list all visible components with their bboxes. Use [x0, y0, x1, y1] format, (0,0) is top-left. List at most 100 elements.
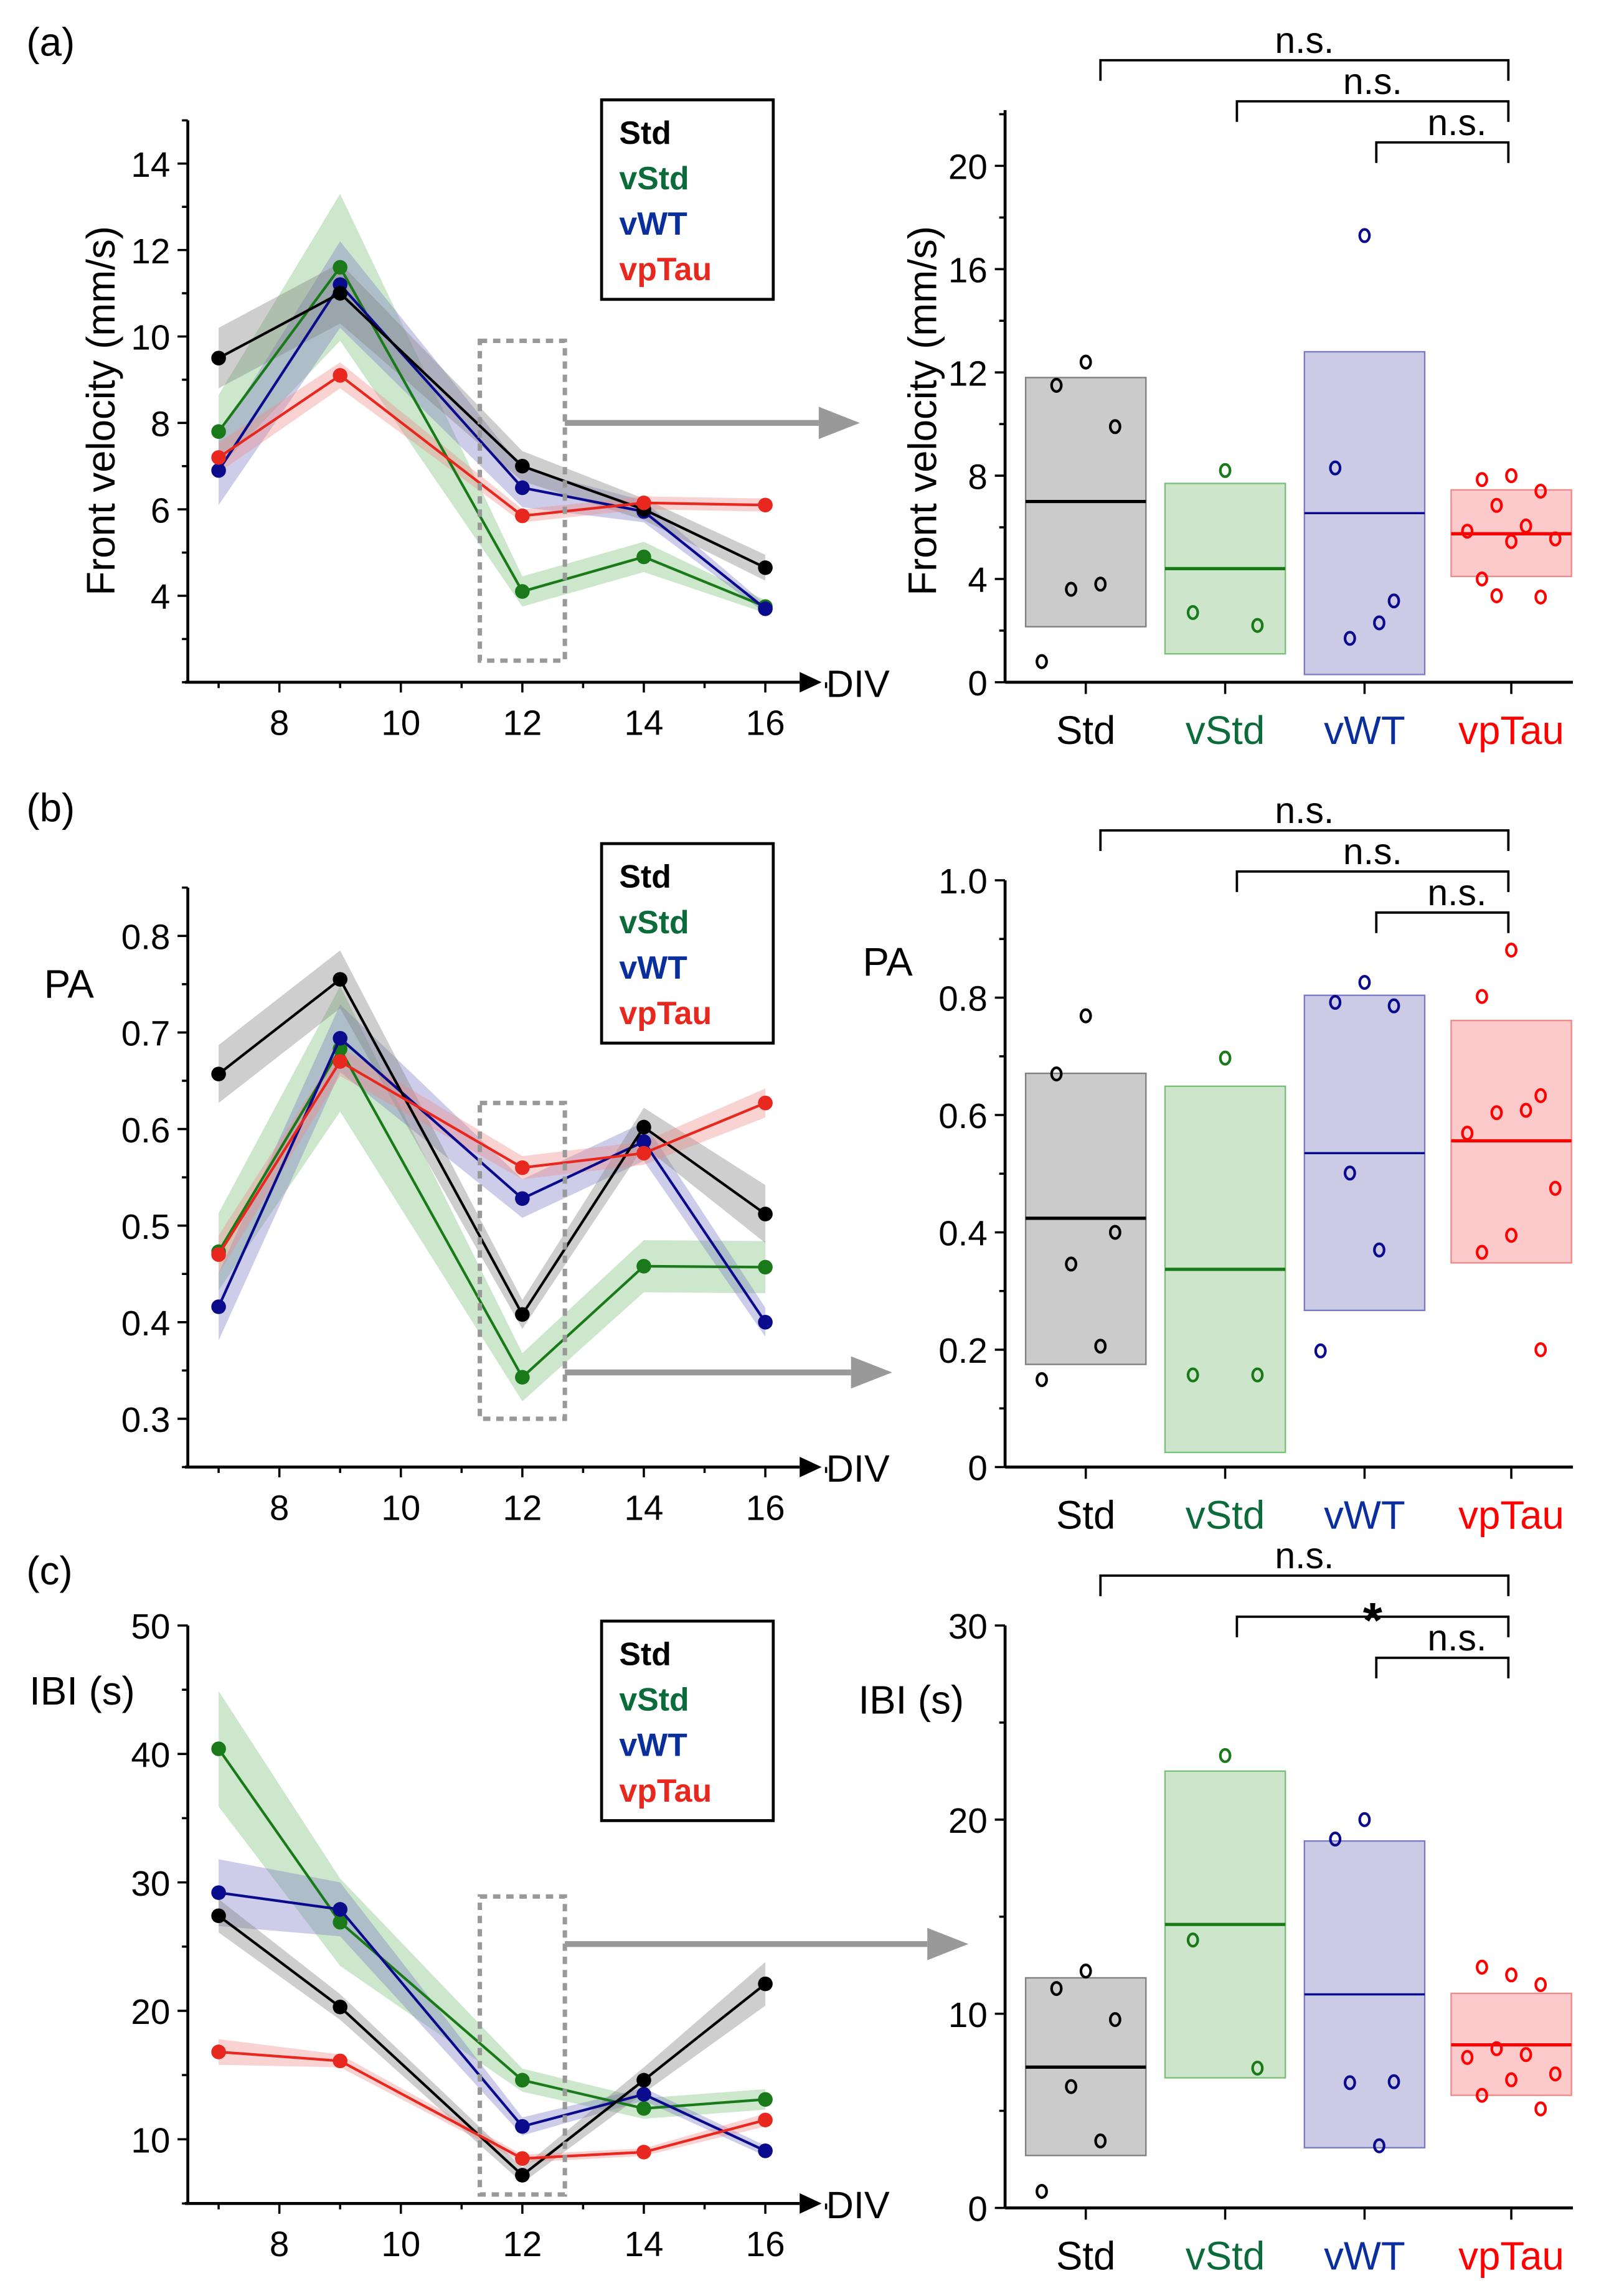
data-point-vptau — [1549, 2066, 1562, 2082]
error-band-vwt — [219, 241, 766, 613]
x-tick-label: 16 — [746, 2224, 785, 2264]
y-axis-label: Front velocity (mm/s) — [900, 226, 945, 596]
data-point-vstd — [1219, 1050, 1232, 1066]
data-point-vptau — [515, 508, 530, 524]
data-point-std — [1079, 1964, 1092, 1979]
dot-box-chart-c-right: 0 10 20 30 Std vStd vWT vpTau n.s. * n.s. IBI (s) — [858, 1536, 1574, 2278]
y-tick-label: 20 — [948, 1801, 988, 1840]
data-point-vptau — [1549, 1180, 1562, 1196]
data-point-vwt — [1358, 1812, 1371, 1827]
data-point-vptau — [1461, 1126, 1474, 1141]
data-point-vptau — [1505, 1967, 1517, 1983]
data-point-vstd — [636, 549, 651, 565]
data-point-std — [1036, 2183, 1048, 2199]
data-point-std — [1065, 2079, 1078, 2094]
y-tick-label: 12 — [131, 232, 170, 271]
data-point-std — [1036, 1372, 1048, 1388]
data-point-std — [758, 560, 773, 575]
data-point-vptau — [1505, 534, 1517, 549]
data-point-std — [211, 1066, 226, 1081]
y-tick-label: 0 — [968, 2190, 987, 2229]
x-tick-label: 16 — [746, 703, 785, 743]
significance-label: n.s. — [1427, 1618, 1486, 1658]
y-tick-label: 1.0 — [938, 862, 988, 901]
data-point-std — [1094, 2133, 1107, 2148]
data-point-vptau — [1534, 1977, 1547, 1992]
data-point-vstd — [333, 260, 347, 275]
data-point-vwt — [758, 2143, 773, 2158]
y-tick-label: 8 — [968, 457, 987, 496]
data-point-vwt — [1314, 1343, 1327, 1358]
category-label-vwt: vWT — [1324, 708, 1405, 753]
data-point-std — [1079, 354, 1092, 370]
x-tick-label: 10 — [381, 1488, 420, 1527]
data-point-vwt — [1387, 998, 1400, 1014]
significance-label: * — [1363, 1592, 1383, 1648]
highlight-box-div-12 — [478, 1101, 567, 1421]
error-band-vwt — [219, 1859, 766, 2157]
error-band-std — [219, 950, 766, 1329]
data-point-vstd — [515, 584, 530, 599]
data-point-vstd — [1251, 618, 1264, 633]
data-point-vptau — [1490, 588, 1503, 603]
significance-bracket — [1375, 1656, 1510, 1678]
data-point-vptau — [1534, 2101, 1547, 2117]
y-tick-label: 40 — [131, 1736, 170, 1775]
data-point-vstd — [1251, 2060, 1264, 2076]
category-label-vwt: vWT — [1324, 2234, 1405, 2278]
data-point-vptau — [1519, 518, 1532, 534]
data-point-vwt — [1358, 228, 1371, 243]
x-tick-label: 14 — [625, 703, 664, 743]
data-point-vptau — [1490, 2041, 1503, 2056]
legend-box — [600, 98, 775, 301]
data-point-std — [636, 1119, 651, 1135]
category-label-vptau: vpTau — [1458, 2234, 1564, 2278]
legend-item-vptau: vpTau — [619, 1772, 712, 1809]
x-tick-label: 12 — [503, 2224, 542, 2264]
data-point-vwt — [211, 1885, 226, 1900]
category-label-vstd: vStd — [1186, 2234, 1265, 2278]
data-point-std — [1079, 1008, 1092, 1023]
significance-bracket — [1235, 1615, 1510, 1637]
y-tick-label: 0 — [968, 664, 987, 703]
y-tick-label: 50 — [131, 1607, 170, 1646]
data-point-vstd — [636, 2101, 651, 2116]
data-point-vptau — [1549, 531, 1562, 547]
x-tick-label: 10 — [381, 703, 420, 743]
y-tick-label: 0.7 — [121, 1014, 171, 1053]
data-point-vptau — [636, 1146, 651, 1161]
error-band-vstd — [219, 986, 766, 1402]
data-point-vstd — [758, 2092, 773, 2107]
data-point-vptau — [1476, 1244, 1488, 1260]
data-point-std — [515, 1307, 530, 1322]
data-point-vptau — [515, 2151, 530, 2166]
category-label-vstd: vStd — [1186, 1493, 1265, 1537]
data-point-std — [1108, 1225, 1121, 1240]
zoom-arrow-head — [927, 1927, 969, 1960]
significance-bracket — [1099, 829, 1510, 851]
x-tick-label: 12 — [503, 703, 542, 743]
y-tick-label: 6 — [151, 491, 170, 530]
legend-item-vstd: vStd — [619, 1682, 689, 1718]
y-axis-label: IBI (s) — [858, 1678, 964, 1722]
data-point-vstd — [636, 1259, 651, 1274]
data-point-vptau — [1490, 1105, 1503, 1121]
y-tick-label: 0.5 — [121, 1207, 171, 1246]
legend-item-std: Std — [619, 115, 671, 151]
data-point-vwt — [1343, 1165, 1356, 1181]
data-point-std — [211, 1908, 226, 1924]
legend-box — [600, 1619, 775, 1822]
data-point-vstd — [1219, 463, 1232, 478]
x-tick-label: 12 — [503, 1488, 542, 1527]
data-point-vptau — [1461, 2049, 1474, 2065]
legend-item-std: Std — [619, 1636, 671, 1672]
significance-label: n.s. — [1427, 103, 1486, 143]
data-point-vptau — [1505, 2072, 1517, 2087]
zoom-arrow-head — [818, 407, 860, 440]
data-point-std — [1108, 2011, 1121, 2028]
data-point-std — [1094, 576, 1107, 592]
data-point-vwt — [1329, 994, 1342, 1010]
data-point-vptau — [211, 450, 226, 465]
data-point-vstd — [1251, 1367, 1264, 1383]
